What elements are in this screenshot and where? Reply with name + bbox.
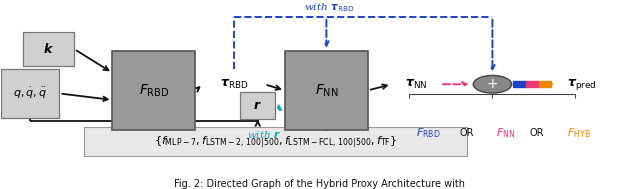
Text: Fig. 2: Directed Graph of the Hybrid Proxy Architecture with: Fig. 2: Directed Graph of the Hybrid Pro… — [175, 179, 465, 189]
Text: $F_\mathrm{HYB}$: $F_\mathrm{HYB}$ — [567, 126, 591, 140]
FancyBboxPatch shape — [240, 92, 275, 119]
Ellipse shape — [473, 75, 511, 93]
FancyBboxPatch shape — [113, 51, 195, 130]
Text: $F_\mathrm{RBD}$: $F_\mathrm{RBD}$ — [139, 82, 169, 99]
Text: OR: OR — [460, 128, 474, 138]
FancyBboxPatch shape — [23, 32, 74, 66]
Text: $+$: $+$ — [486, 77, 499, 91]
Bar — [513, 81, 526, 87]
Text: OR: OR — [530, 128, 545, 138]
Text: $F_\mathrm{NN}$: $F_\mathrm{NN}$ — [315, 82, 338, 99]
FancyBboxPatch shape — [84, 127, 467, 156]
Text: $F_\mathrm{NN}$: $F_\mathrm{NN}$ — [495, 126, 515, 140]
Text: $\boldsymbol{\tau}_\mathrm{NN}$: $\boldsymbol{\tau}_\mathrm{NN}$ — [404, 78, 427, 91]
Bar — [526, 81, 539, 87]
Text: with $\boldsymbol{\tau}_\mathrm{RBD}$: with $\boldsymbol{\tau}_\mathrm{RBD}$ — [305, 1, 355, 14]
Text: $q, \dot{q}, \ddot{q}$: $q, \dot{q}, \ddot{q}$ — [13, 86, 47, 101]
Text: $\boldsymbol{\tau}_\mathrm{pred}$: $\boldsymbol{\tau}_\mathrm{pred}$ — [567, 77, 596, 92]
FancyBboxPatch shape — [285, 51, 368, 130]
Text: $F_\mathrm{RBD}$: $F_\mathrm{RBD}$ — [416, 126, 441, 140]
Bar — [539, 81, 551, 87]
Text: $\boldsymbol{k}$: $\boldsymbol{k}$ — [43, 42, 54, 56]
Text: with $\boldsymbol{r}$: with $\boldsymbol{r}$ — [247, 129, 281, 140]
Text: $\boldsymbol{\tau}_\mathrm{RBD}$: $\boldsymbol{\tau}_\mathrm{RBD}$ — [220, 78, 248, 91]
Text: $\boldsymbol{r}$: $\boldsymbol{r}$ — [253, 99, 262, 112]
Text: $\{f_\mathrm{MLP-7}, f_\mathrm{LSTM-2,\,100|500}, f_\mathrm{LSTM-FCL,\,100|500},: $\{f_\mathrm{MLP-7}, f_\mathrm{LSTM-2,\,… — [154, 134, 397, 149]
FancyBboxPatch shape — [1, 69, 60, 118]
